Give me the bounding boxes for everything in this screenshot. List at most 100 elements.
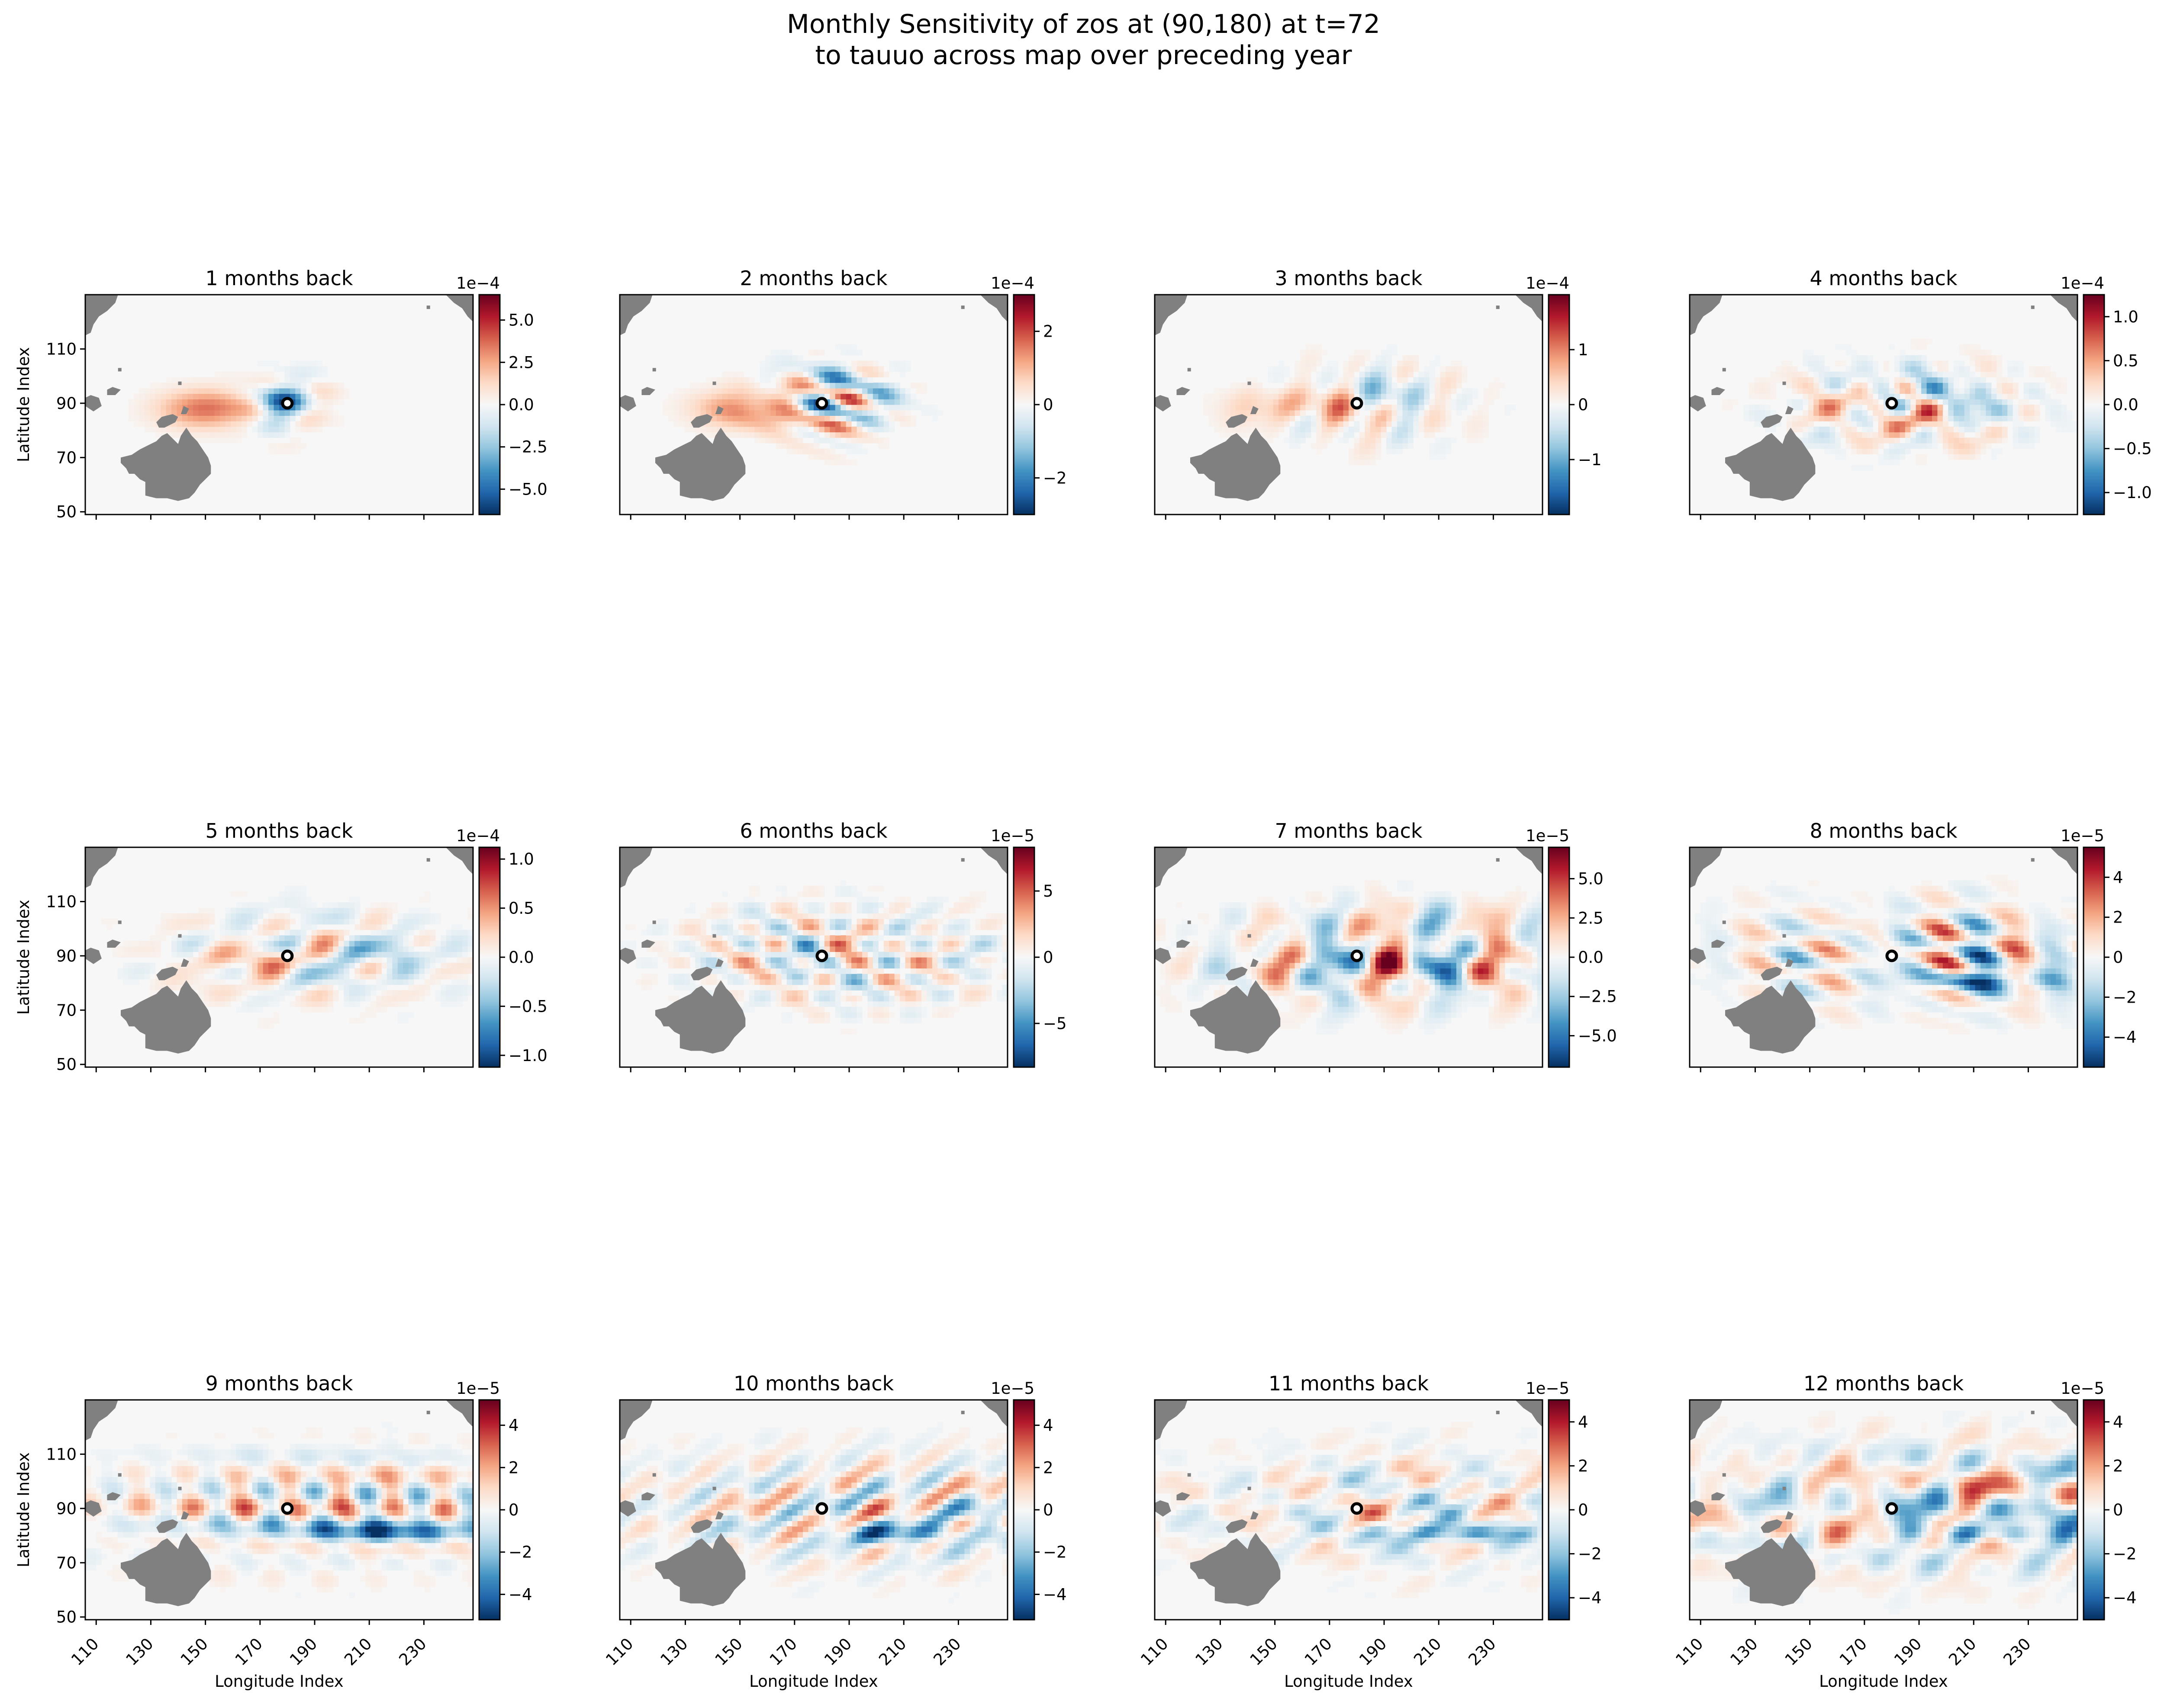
heatmap-cell: [2002, 388, 2008, 394]
heatmap-cell: [376, 902, 382, 908]
heatmap-cell: [2023, 393, 2029, 399]
heatmap-cell: [1321, 366, 1327, 372]
heatmap-cell: [717, 952, 723, 958]
heatmap-cell: [279, 383, 285, 389]
heatmap-cell: [1921, 355, 1927, 361]
heatmap-cell: [354, 902, 361, 908]
heatmap-cell: [1289, 405, 1295, 411]
heatmap-cell: [625, 940, 631, 947]
heatmap-cell: [236, 1007, 242, 1013]
heatmap-cell: [1900, 426, 1906, 433]
heatmap-cell: [894, 388, 900, 394]
heatmap-cell: [1478, 410, 1484, 416]
heatmap-cell: [781, 410, 787, 416]
heatmap-cell: [425, 962, 431, 968]
heatmap-cell: [1873, 388, 1879, 394]
heatmap-cell: [1349, 415, 1355, 421]
heatmap-cell: [354, 907, 361, 914]
heatmap-cell: [1386, 355, 1392, 361]
target-point-marker: [1885, 397, 1898, 410]
heatmap-cell: [819, 415, 825, 421]
heatmap-cell: [268, 968, 274, 974]
heatmap-cell: [722, 930, 728, 936]
heatmap-cell: [824, 979, 830, 985]
heatmap-cell: [1446, 393, 1452, 399]
land-americas: [1515, 295, 1542, 322]
heatmap-cell: [830, 360, 836, 367]
heatmap-cell: [900, 1007, 906, 1013]
heatmap-cell: [241, 946, 247, 952]
heatmap-cell: [1418, 410, 1424, 416]
heatmap-cell: [236, 957, 242, 963]
heatmap-cell: [803, 405, 809, 411]
heatmap-cell: [258, 995, 264, 1002]
heatmap-cell: [258, 924, 264, 930]
heatmap-cell: [1792, 426, 1798, 433]
heatmap-cell: [274, 399, 280, 405]
heatmap-cell: [857, 1017, 863, 1023]
heatmap-cell: [1268, 366, 1274, 372]
heatmap-cell: [123, 968, 129, 974]
heatmap-cell: [1921, 377, 1927, 383]
heatmap-cell: [392, 940, 398, 947]
heatmap-cell: [835, 443, 841, 449]
heatmap-cell: [1203, 393, 1209, 399]
heatmap-cell: [1997, 355, 2003, 361]
heatmap-cell: [797, 360, 803, 367]
heatmap-cell: [408, 990, 414, 996]
heatmap-cell: [786, 443, 792, 449]
heatmap-cell: [231, 421, 237, 427]
heatmap-cell: [457, 930, 463, 936]
heatmap-cell: [182, 377, 188, 383]
heatmap-cell: [803, 432, 809, 438]
heatmap-cell: [397, 913, 403, 919]
heatmap-cell: [328, 957, 334, 963]
heatmap-cell: [441, 946, 447, 952]
heatmap-cell: [258, 940, 264, 947]
heatmap-cell: [883, 930, 889, 936]
heatmap-cell: [1910, 399, 1916, 405]
heatmap-cell: [781, 968, 787, 974]
heatmap-cell: [1953, 371, 1959, 378]
heatmap-cell: [1867, 426, 1873, 433]
heatmap-cell: [1391, 350, 1398, 356]
heatmap-cell: [797, 388, 803, 394]
heatmap-cell: [1418, 371, 1424, 378]
heatmap-cell: [2056, 405, 2062, 411]
heatmap-cell: [1332, 432, 1338, 438]
heatmap-cell: [2029, 443, 2035, 449]
heatmap-cell: [894, 897, 900, 903]
heatmap-cell: [1407, 421, 1414, 427]
heatmap-cell: [878, 952, 884, 958]
heatmap-cell: [851, 1007, 857, 1013]
heatmap-cell: [1273, 377, 1279, 383]
heatmap-cell: [231, 984, 237, 991]
heatmap-cell: [840, 383, 847, 389]
heatmap-cell: [258, 984, 264, 991]
heatmap-cell: [911, 974, 917, 980]
heatmap-cell: [819, 421, 825, 427]
heatmap-cell: [144, 946, 150, 952]
heatmap-cell: [824, 454, 830, 460]
heatmap-cell: [198, 388, 204, 394]
heatmap-cell: [862, 448, 868, 454]
heatmap-cell: [2050, 399, 2056, 405]
heatmap-cell: [840, 377, 847, 383]
heatmap-cell: [1402, 383, 1408, 389]
heatmap-cell: [883, 995, 889, 1002]
heatmap-cell: [781, 1001, 787, 1007]
heatmap-cell: [883, 426, 889, 433]
heatmap-cell: [765, 377, 771, 383]
heatmap-cell: [803, 995, 809, 1002]
heatmap-cell: [333, 913, 339, 919]
heatmap-cell: [333, 979, 339, 985]
heatmap-cell: [274, 1001, 280, 1007]
heatmap-cell: [241, 426, 247, 433]
heatmap-cell: [1483, 393, 1489, 399]
heatmap-cell: [1803, 437, 1809, 444]
heatmap-cell: [641, 957, 647, 963]
heatmap-cell: [1997, 405, 2003, 411]
heatmap-cell: [182, 952, 188, 958]
heatmap-cell: [317, 405, 323, 411]
heatmap-cell: [765, 919, 771, 925]
